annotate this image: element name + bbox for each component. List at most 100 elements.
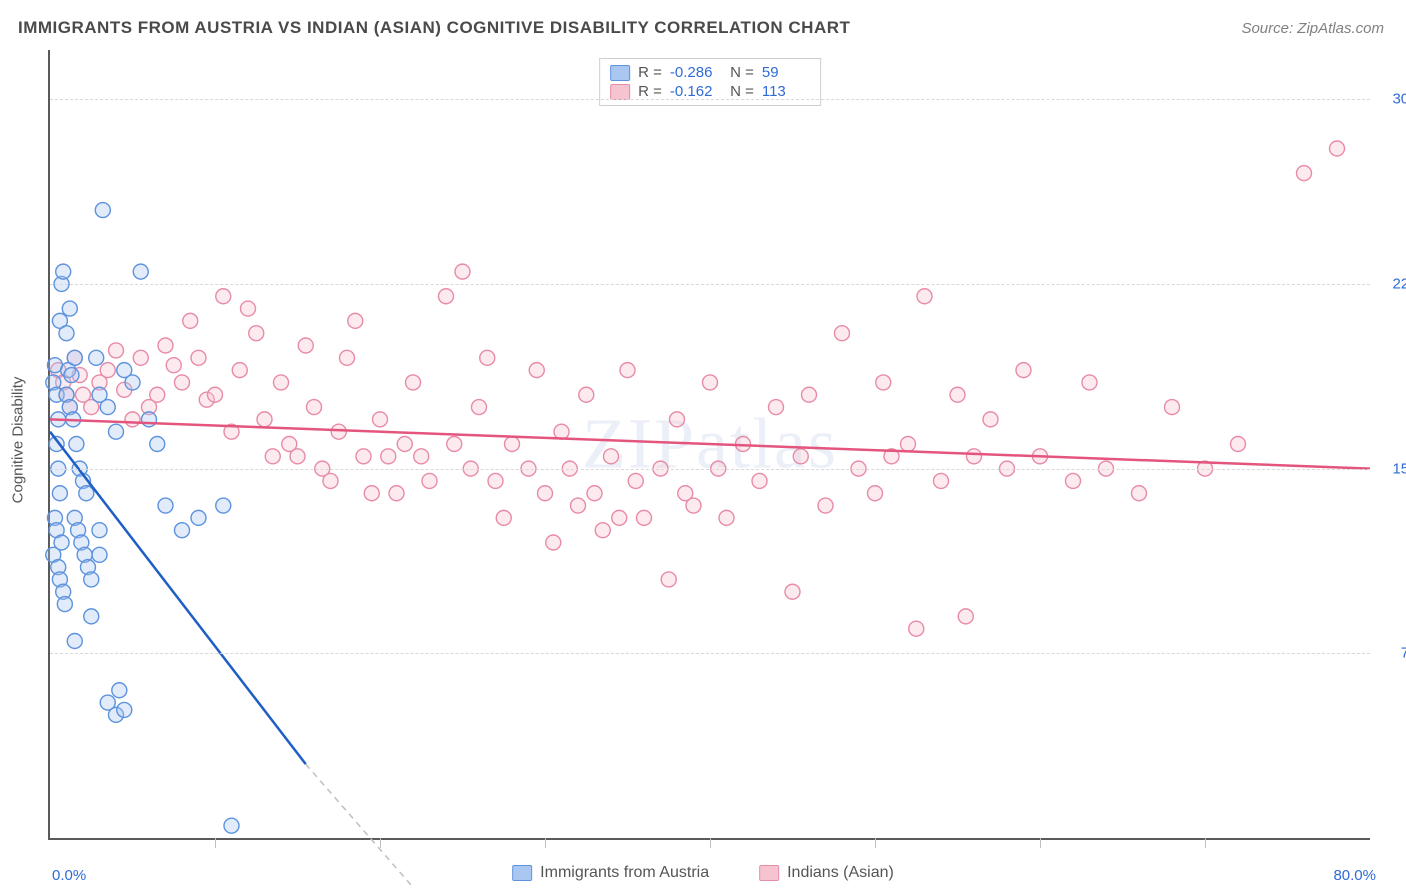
- trend-line-series1: [50, 432, 306, 764]
- scatter-point: [1132, 486, 1147, 501]
- scatter-point: [67, 350, 82, 365]
- plot-area: ZIPatlas R = -0.286 N = 59 R = -0.162 N …: [48, 50, 1370, 840]
- scatter-point: [175, 375, 190, 390]
- scatter-point: [59, 326, 74, 341]
- x-tick: [215, 838, 216, 848]
- scatter-point: [835, 326, 850, 341]
- legend-label-series2: Indians (Asian): [787, 864, 894, 882]
- scatter-point: [208, 387, 223, 402]
- scatter-point: [472, 400, 487, 415]
- chart-title: IMMIGRANTS FROM AUSTRIA VS INDIAN (ASIAN…: [18, 18, 850, 38]
- scatter-point: [901, 437, 916, 452]
- r-value-series1: -0.286: [670, 64, 718, 81]
- scatter-point: [958, 609, 973, 624]
- trend-line-series2: [50, 419, 1370, 468]
- scatter-point: [628, 473, 643, 488]
- scatter-point: [587, 486, 602, 501]
- scatter-point: [166, 358, 181, 373]
- scatter-point: [79, 486, 94, 501]
- scatter-point: [876, 375, 891, 390]
- scatter-point: [84, 609, 99, 624]
- scatter-point: [595, 523, 610, 538]
- scatter-point: [356, 449, 371, 464]
- scatter-point: [298, 338, 313, 353]
- x-tick: [545, 838, 546, 848]
- y-tick-label: 15.0%: [1380, 460, 1406, 477]
- scatter-point: [183, 313, 198, 328]
- x-tick: [1040, 838, 1041, 848]
- scatter-point: [389, 486, 404, 501]
- scatter-point: [1297, 166, 1312, 181]
- scatter-point: [348, 313, 363, 328]
- x-tick: [1205, 838, 1206, 848]
- scatter-point: [554, 424, 569, 439]
- scatter-point: [52, 486, 67, 501]
- scatter-point: [422, 473, 437, 488]
- n-value-series2: 113: [762, 83, 810, 100]
- scatter-point: [175, 523, 190, 538]
- scatter-point: [232, 363, 247, 378]
- scatter-point: [150, 437, 165, 452]
- y-tick-label: 30.0%: [1380, 91, 1406, 108]
- scatter-point: [505, 437, 520, 452]
- scatter-point: [571, 498, 586, 513]
- scatter-point: [150, 387, 165, 402]
- scatter-point: [414, 449, 429, 464]
- legend-swatch-series1-bottom: [512, 865, 532, 881]
- scatter-point: [612, 510, 627, 525]
- scatter-point: [112, 683, 127, 698]
- r-label: R =: [638, 64, 662, 81]
- gridline-h: [50, 284, 1370, 285]
- scatter-point: [92, 523, 107, 538]
- scatter-point: [117, 702, 132, 717]
- scatter-point: [406, 375, 421, 390]
- scatter-point: [290, 449, 305, 464]
- scatter-point: [983, 412, 998, 427]
- gridline-h: [50, 653, 1370, 654]
- y-tick-label: 22.5%: [1380, 275, 1406, 292]
- scatter-point: [84, 572, 99, 587]
- y-tick-label: 7.5%: [1380, 645, 1406, 662]
- scatter-point: [868, 486, 883, 501]
- scatter-point: [69, 437, 84, 452]
- legend-series: Immigrants from Austria Indians (Asian): [512, 864, 894, 882]
- scatter-point: [670, 412, 685, 427]
- scatter-point: [191, 510, 206, 525]
- scatter-point: [158, 338, 173, 353]
- legend-item-series1: Immigrants from Austria: [512, 864, 709, 882]
- scatter-point: [769, 400, 784, 415]
- scatter-point: [64, 368, 79, 383]
- gridline-h: [50, 99, 1370, 100]
- scatter-point: [1231, 437, 1246, 452]
- n-label: N =: [726, 64, 754, 81]
- scatter-point: [1066, 473, 1081, 488]
- legend-row-series2: R = -0.162 N = 113: [610, 82, 810, 101]
- scatter-point: [95, 203, 110, 218]
- scatter-point: [133, 350, 148, 365]
- scatter-point: [89, 350, 104, 365]
- scatter-point: [241, 301, 256, 316]
- n-label: N =: [726, 83, 754, 100]
- scatter-point: [719, 510, 734, 525]
- scatter-point: [1082, 375, 1097, 390]
- scatter-point: [488, 473, 503, 488]
- x-axis-origin-label: 0.0%: [52, 867, 86, 884]
- scatter-point: [950, 387, 965, 402]
- trend-line-series1-extension: [306, 764, 413, 887]
- scatter-point: [439, 289, 454, 304]
- scatter-point: [546, 535, 561, 550]
- x-tick: [710, 838, 711, 848]
- r-value-series2: -0.162: [670, 83, 718, 100]
- scatter-point: [917, 289, 932, 304]
- n-value-series1: 59: [762, 64, 810, 81]
- x-axis-max-label: 80.0%: [1333, 867, 1376, 884]
- legend-item-series2: Indians (Asian): [759, 864, 894, 882]
- source-attribution: Source: ZipAtlas.com: [1241, 20, 1384, 37]
- scatter-point: [158, 498, 173, 513]
- scatter-point: [109, 343, 124, 358]
- scatter-point: [785, 584, 800, 599]
- scatter-point: [538, 486, 553, 501]
- scatter-point: [67, 634, 82, 649]
- y-axis-label: Cognitive Disability: [10, 377, 27, 504]
- scatter-point: [1016, 363, 1031, 378]
